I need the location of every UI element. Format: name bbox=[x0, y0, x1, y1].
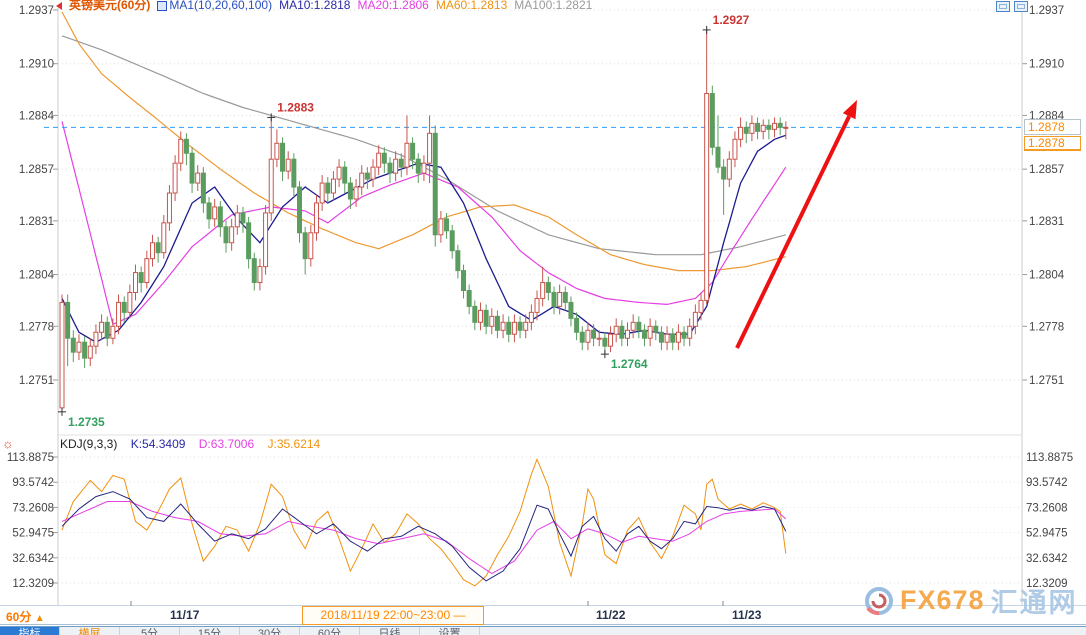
svg-text:1.2857: 1.2857 bbox=[19, 164, 54, 176]
interval-up-icon[interactable]: ▲ bbox=[34, 613, 45, 624]
svg-text:32.6342: 32.6342 bbox=[12, 553, 54, 565]
toolbar-tab-1[interactable]: 横屏 bbox=[60, 627, 120, 635]
svg-text:73.2608: 73.2608 bbox=[12, 502, 54, 514]
candlestick-series bbox=[59, 29, 789, 412]
chart-header: 英镑美元(60分) MA1(10,20,60,100) MA10:1.2818 … bbox=[56, 0, 592, 13]
kdj-j-value: J:35.6214 bbox=[267, 437, 321, 451]
kdj-line-K bbox=[61, 491, 787, 582]
kdj-line-D bbox=[61, 501, 787, 575]
svg-text:1.2910: 1.2910 bbox=[19, 59, 54, 71]
date-label-3: 11/23 bbox=[732, 608, 762, 622]
last-price-tag: 1.2878 bbox=[1024, 136, 1081, 151]
toolbar-tab-0[interactable]: 指标 bbox=[0, 627, 60, 635]
svg-text:93.5742: 93.5742 bbox=[12, 477, 54, 489]
ma10-value: MA10:1.2818 bbox=[279, 0, 351, 12]
date-label-2: 11/22 bbox=[596, 608, 626, 622]
ma-settings[interactable]: MA1(10,20,60,100) bbox=[157, 0, 272, 13]
svg-text:1.2910: 1.2910 bbox=[1029, 59, 1064, 71]
ma-line-MA60 bbox=[61, 11, 786, 272]
zoom-icon[interactable] bbox=[996, 1, 1010, 12]
toolbar-tab-2[interactable]: 5分 bbox=[120, 627, 180, 635]
toolbar-tab-6[interactable]: 日线 bbox=[360, 627, 420, 635]
toolbar-tab-7[interactable]: 设置 bbox=[420, 627, 480, 635]
kdj-lines bbox=[61, 457, 787, 587]
chart-window-controls bbox=[996, 1, 1028, 12]
svg-text:1.2751: 1.2751 bbox=[1029, 375, 1064, 387]
interval-label[interactable]: 60分 ▲ bbox=[6, 610, 45, 624]
annotation-1.2735: 1.2735 bbox=[68, 415, 105, 429]
date-label-1: 11/17 bbox=[170, 608, 200, 622]
svg-text:113.8875: 113.8875 bbox=[1026, 452, 1073, 464]
time-axis-bar: 60分 ▲ 11/17 11/22 11/23 2018/11/19 22:00… bbox=[0, 605, 1086, 625]
kdj-line-J bbox=[61, 457, 787, 587]
indicator-settings-icon[interactable]: ☼ bbox=[2, 436, 14, 451]
annotation-1.2927: 1.2927 bbox=[713, 13, 750, 27]
price-annotations: 1.2927 1.2883 1.2764 1.2735 bbox=[58, 13, 750, 429]
ma-checkbox-icon[interactable] bbox=[157, 0, 168, 11]
level-price-tag: 1.2878 bbox=[1024, 119, 1081, 135]
toolbar-tab-5[interactable]: 60分 bbox=[300, 627, 360, 635]
ma-settings-label: MA1(10,20,60,100) bbox=[169, 0, 273, 12]
svg-text:93.5742: 93.5742 bbox=[1026, 477, 1068, 489]
grid bbox=[53, 8, 1027, 606]
kdj-d-value: D:63.7006 bbox=[198, 437, 255, 451]
symbol-title: 英镑美元(60分) bbox=[69, 0, 151, 12]
svg-text:1.2804: 1.2804 bbox=[19, 270, 55, 282]
ma60-value: MA60:1.2813 bbox=[435, 0, 508, 12]
svg-text:1.2937: 1.2937 bbox=[1029, 5, 1064, 17]
svg-text:1.2937: 1.2937 bbox=[19, 5, 54, 17]
kdj-title: KDJ(9,3,3) bbox=[60, 437, 118, 451]
svg-text:1.2831: 1.2831 bbox=[19, 216, 54, 228]
svg-text:1.2804: 1.2804 bbox=[1029, 270, 1065, 282]
svg-text:73.2608: 73.2608 bbox=[1026, 502, 1068, 514]
selected-candle-time: 2018/11/19 22:00~23:00 — bbox=[302, 606, 484, 625]
kdj-k-value: K:54.3409 bbox=[130, 437, 186, 451]
svg-text:52.9475: 52.9475 bbox=[12, 528, 54, 540]
annotation-1.2764: 1.2764 bbox=[611, 357, 648, 371]
kdj-header: KDJ(9,3,3) K:54.3409 D:63.7006 J:35.6214 bbox=[60, 437, 330, 451]
timeframe-toolbar: 指标 横屏 5分 15分 30分 60分 日线 设置 bbox=[0, 626, 1086, 635]
svg-text:1.2857: 1.2857 bbox=[1029, 164, 1064, 176]
svg-text:1.2751: 1.2751 bbox=[19, 375, 54, 387]
svg-text:1.2778: 1.2778 bbox=[19, 321, 54, 333]
trend-arrow bbox=[735, 100, 857, 349]
svg-text:1.2884: 1.2884 bbox=[19, 110, 55, 122]
fullscreen-icon[interactable] bbox=[1014, 1, 1028, 12]
svg-text:12.3209: 12.3209 bbox=[1026, 578, 1068, 590]
toolbar-tab-4[interactable]: 30分 bbox=[240, 627, 300, 635]
svg-text:52.9475: 52.9475 bbox=[1026, 528, 1068, 540]
svg-text:113.8875: 113.8875 bbox=[7, 452, 54, 464]
ma100-value: MA100:1.2821 bbox=[514, 0, 593, 12]
svg-text:1.2831: 1.2831 bbox=[1029, 216, 1064, 228]
svg-text:12.3209: 12.3209 bbox=[12, 578, 54, 590]
svg-text:32.6342: 32.6342 bbox=[1026, 553, 1068, 565]
scroll-left-icon[interactable] bbox=[56, 1, 62, 10]
toolbar-tab-3[interactable]: 15分 bbox=[180, 627, 240, 635]
annotation-1.2883: 1.2883 bbox=[277, 100, 314, 114]
ma20-value: MA20:1.2806 bbox=[357, 0, 429, 12]
svg-text:1.2778: 1.2778 bbox=[1029, 321, 1064, 333]
